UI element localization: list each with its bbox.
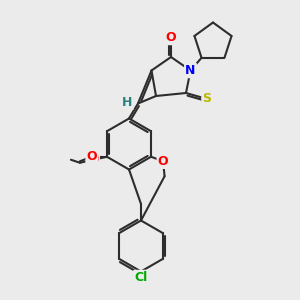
Text: H: H	[122, 95, 133, 109]
Text: O: O	[166, 31, 176, 44]
Text: N: N	[185, 64, 196, 77]
Text: O: O	[87, 150, 97, 163]
Text: Cl: Cl	[134, 271, 148, 284]
Text: S: S	[202, 92, 211, 106]
Text: O: O	[88, 153, 99, 166]
Text: O: O	[158, 155, 168, 168]
